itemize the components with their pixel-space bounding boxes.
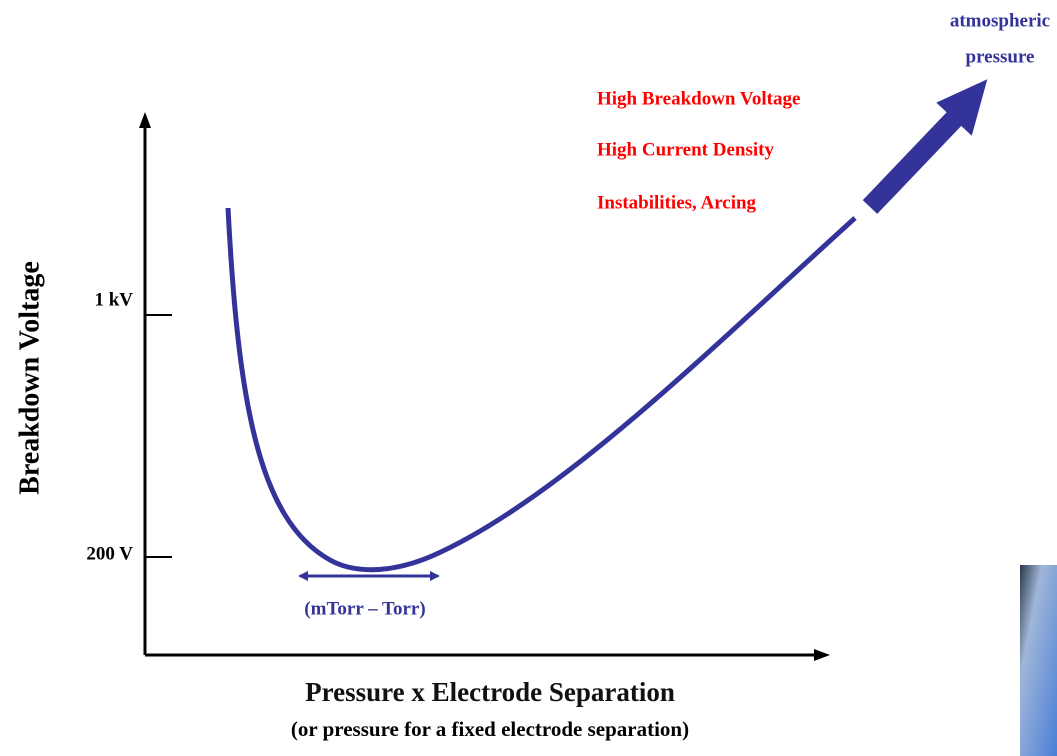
y-tick-label: 1 kV [94, 289, 133, 310]
x-axis-label: Pressure x Electrode Separation [305, 677, 675, 707]
x-axis-sublabel: (or pressure for a fixed electrode separ… [291, 717, 689, 741]
y-axis-label: Breakdown Voltage [14, 261, 45, 495]
background [0, 0, 1057, 756]
annotation: High Current Density [597, 139, 774, 160]
diagram: 1 kV 200 V Breakdown Voltage Pressure x … [0, 0, 1057, 756]
arrow-label: pressure [966, 46, 1035, 67]
photo-fragment [1020, 565, 1057, 756]
annotation: High Breakdown Voltage [597, 88, 800, 109]
y-tick-label: 200 V [86, 543, 133, 564]
annotation: Instabilities, Arcing [597, 192, 757, 213]
arrow-label: atmospheric [950, 10, 1050, 31]
range-label: (mTorr – Torr) [304, 598, 425, 619]
